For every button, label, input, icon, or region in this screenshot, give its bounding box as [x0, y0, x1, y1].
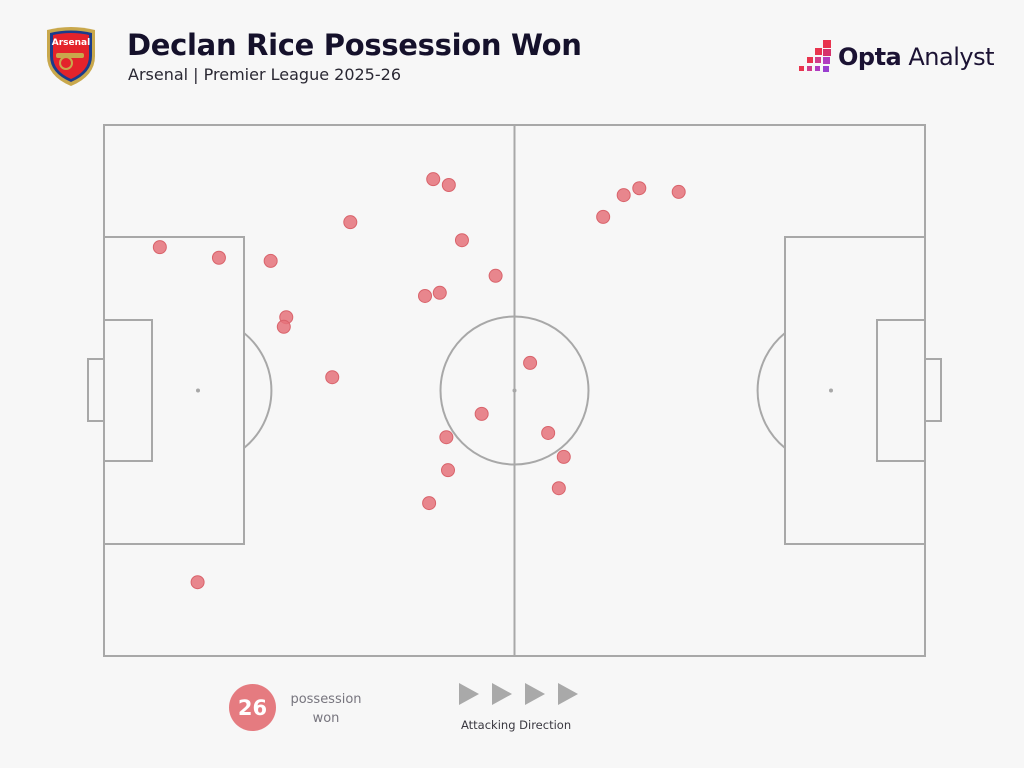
opta-squares-icon — [799, 40, 831, 72]
possession-won-point — [523, 355, 538, 370]
possession-won-points — [152, 172, 686, 590]
play-arrow-icon — [459, 683, 479, 705]
possession-won-point — [474, 406, 489, 421]
possession-won-point — [325, 370, 340, 385]
left-penalty-arc — [243, 332, 273, 449]
right-penalty-box — [784, 236, 926, 545]
possession-won-point — [488, 268, 503, 283]
possession-won-point — [439, 430, 454, 445]
possession-won-point — [541, 425, 556, 440]
left-goal — [87, 358, 105, 422]
possession-won-point — [441, 178, 456, 193]
possession-won-point — [440, 463, 455, 478]
legend-label-line1: possession — [290, 692, 362, 707]
right-penalty-arc — [756, 332, 786, 449]
brand-regular: Analyst — [901, 43, 994, 71]
possession-won-point — [343, 215, 358, 230]
play-arrow-icon — [558, 683, 578, 705]
possession-won-point — [632, 181, 647, 196]
left-six-yard-box — [103, 319, 153, 462]
attacking-direction-arrows — [459, 683, 578, 705]
possession-won-point — [671, 184, 686, 199]
chart-subtitle: Arsenal | Premier League 2025-26 — [128, 65, 401, 84]
possession-won-point — [418, 288, 433, 303]
play-arrow-icon — [492, 683, 512, 705]
possession-won-point — [422, 496, 437, 511]
center-spot — [512, 388, 517, 393]
right-penalty-spot — [829, 388, 833, 393]
right-goal — [924, 358, 942, 422]
right-six-yard-box — [876, 319, 926, 462]
possession-won-point — [211, 250, 226, 265]
possession-won-point — [596, 209, 611, 224]
play-arrow-icon — [525, 683, 545, 705]
svg-text:Arsenal: Arsenal — [52, 38, 90, 48]
possession-count-badge: 26 — [229, 684, 276, 731]
arsenal-crest-logo: Arsenal — [44, 26, 98, 92]
possession-won-point — [432, 285, 447, 300]
possession-won-point — [263, 253, 278, 268]
attacking-direction-label: Attacking Direction — [461, 718, 572, 732]
brand-bold: Opta — [838, 43, 902, 71]
left-penalty-spot — [196, 388, 200, 393]
possession-won-point — [454, 233, 469, 248]
opta-analyst-logo: Opta Analyst — [798, 40, 994, 74]
possession-won-point — [152, 240, 167, 255]
possession-won-point — [276, 319, 291, 334]
left-penalty-box — [103, 236, 245, 545]
chart-title: Declan Rice Possession Won — [127, 28, 582, 62]
legend-label: possession won — [283, 690, 369, 728]
possession-won-point — [551, 481, 566, 496]
legend-label-line2: won — [312, 711, 340, 726]
center-circle — [439, 315, 590, 466]
possession-won-point — [426, 172, 441, 187]
possession-won-point — [556, 449, 571, 464]
possession-won-point — [616, 188, 631, 203]
possession-won-point — [190, 575, 205, 590]
